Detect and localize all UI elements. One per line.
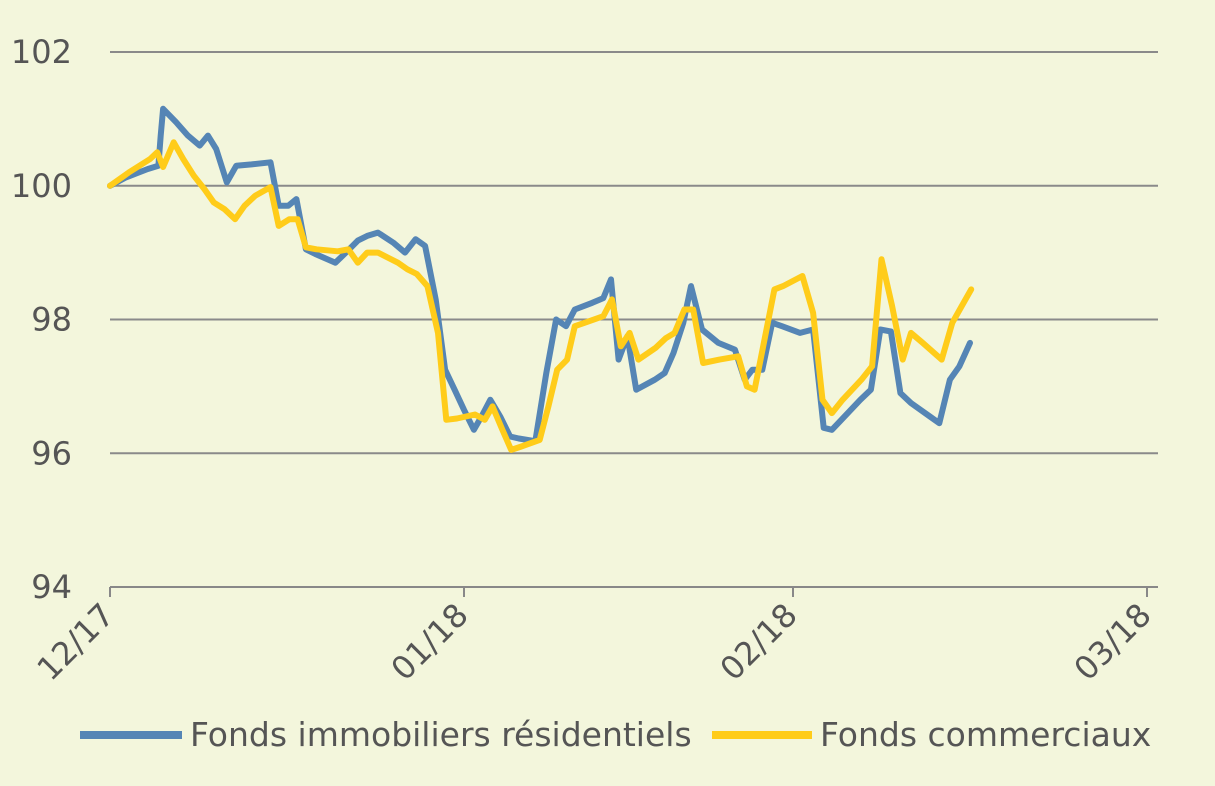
series-line-residentiels bbox=[107, 105, 973, 445]
x-axis: 12/17 01/18 02/18 03/18 bbox=[30, 587, 1159, 688]
x-tick-label: 03/18 bbox=[1067, 596, 1159, 688]
y-tick-label: 98 bbox=[31, 301, 72, 339]
y-tick-label: 96 bbox=[31, 434, 72, 472]
y-tick-label: 94 bbox=[31, 568, 72, 606]
y-tick-label: 102 bbox=[11, 33, 72, 71]
gridlines bbox=[110, 51, 1158, 588]
y-axis: 94 96 98 100 102 bbox=[11, 33, 72, 606]
legend-label: Fonds immobiliers résidentiels bbox=[190, 715, 692, 754]
legend: Fonds immobiliers résidentiels Fonds comm… bbox=[80, 715, 1151, 754]
legend-label: Fonds commerciaux bbox=[820, 715, 1151, 754]
series-line-commerciaux bbox=[107, 139, 975, 453]
y-tick-label: 100 bbox=[11, 167, 72, 205]
series-lines bbox=[107, 105, 975, 453]
x-tick-label: 12/17 bbox=[30, 596, 122, 688]
x-tick-label: 02/18 bbox=[713, 596, 805, 688]
x-tick-label: 01/18 bbox=[384, 596, 476, 688]
